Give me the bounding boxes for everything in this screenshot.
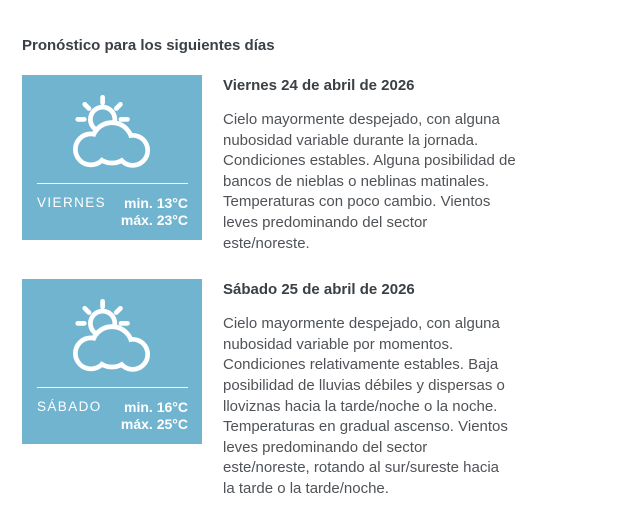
date-title: Sábado 25 de abril de 2026	[223, 281, 415, 299]
forecast-row-viernes: VIERNES min. 13°C máx. 23°C Viernes 24 d…	[22, 75, 619, 254]
sun-behind-cloud-icon	[73, 94, 151, 168]
forecast-row-sabado: SÁBADO min. 16°C máx. 25°C Sábado 25 de …	[22, 279, 619, 499]
day-card-viernes: VIERNES min. 13°C máx. 23°C	[22, 75, 202, 240]
forecast-description: Cielo mayormente despejado, con alguna n…	[223, 315, 508, 497]
cloud-fill	[77, 124, 146, 163]
forecast-description: Cielo mayormente despejado, con alguna n…	[223, 111, 516, 252]
temp-max: máx. 23°C	[120, 211, 188, 228]
weather-icon-area	[22, 75, 202, 183]
weather-icon-area	[22, 279, 202, 387]
sun-behind-cloud-icon	[73, 298, 151, 372]
day-forecast-text: Viernes 24 de abril de 2026 Cielo mayorm…	[223, 75, 603, 254]
card-divider	[37, 183, 188, 184]
card-footer: SÁBADO min. 16°C máx. 25°C	[22, 388, 202, 432]
card-divider	[37, 387, 188, 389]
temp-max: máx. 25°C	[120, 415, 188, 432]
cloud-fill	[77, 328, 146, 367]
day-card-sabado: SÁBADO min. 16°C máx. 25°C	[22, 279, 202, 445]
date-title: Viernes 24 de abril de 2026	[223, 77, 415, 94]
temperature-range: min. 13°C máx. 23°C	[121, 195, 188, 228]
card-footer: VIERNES min. 13°C máx. 23°C	[22, 184, 202, 228]
temp-min: min. 13°C	[124, 195, 188, 211]
temp-min: min. 16°C	[124, 399, 188, 416]
day-forecast-text: Sábado 25 de abril de 2026 Cielo mayorme…	[223, 279, 603, 499]
page-title: Pronóstico para los siguientes días	[22, 37, 275, 54]
day-label: SÁBADO	[37, 399, 102, 415]
temperature-range: min. 16°C máx. 25°C	[121, 399, 188, 432]
day-label: VIERNES	[37, 195, 107, 210]
